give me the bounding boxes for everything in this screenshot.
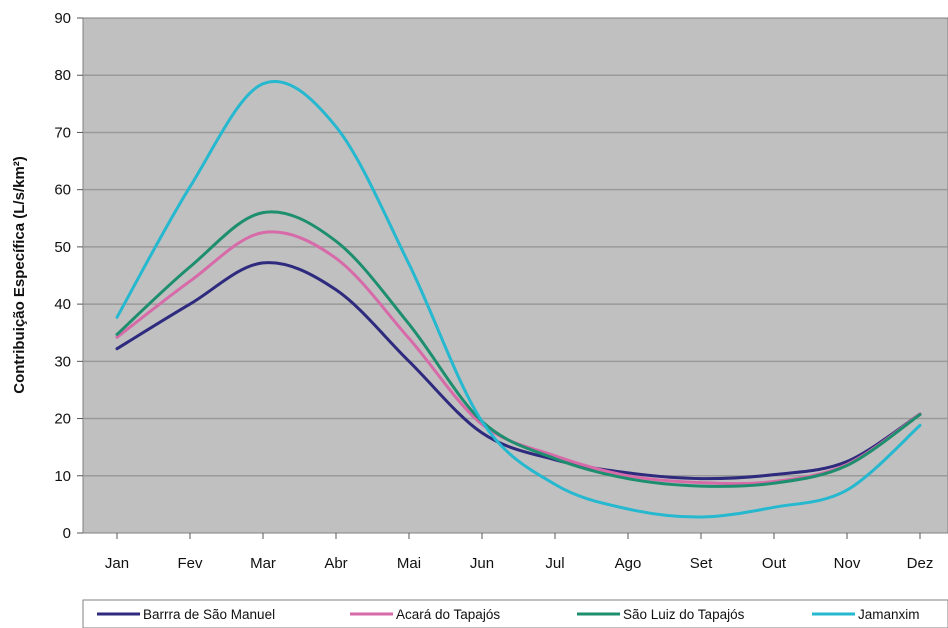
x-tick-label: Fev <box>177 555 203 572</box>
x-tick-label: Jan <box>105 555 129 572</box>
legend-label: Acará do Tapajós <box>396 607 500 622</box>
y-tick-label: 0 <box>63 525 71 542</box>
y-tick-label: 50 <box>54 239 71 256</box>
x-tick-label: Jul <box>545 555 564 572</box>
y-tick-label: 40 <box>54 296 71 313</box>
y-axis-label: Contribuição Específica (L/s/km²) <box>11 156 28 394</box>
y-tick-label: 90 <box>54 10 71 27</box>
legend-label: São Luiz do Tapajós <box>623 607 745 622</box>
y-tick-label: 70 <box>54 124 71 141</box>
x-tick-label: Mai <box>397 555 421 572</box>
x-tick-label: Abr <box>324 555 347 572</box>
legend: Barrra de São Manuel Acará do Tapajós São … <box>82 599 948 628</box>
y-axis: 0 10 20 30 40 50 60 70 80 90 <box>54 10 83 542</box>
series-line-4 <box>115 80 922 519</box>
gridlines <box>83 74 948 477</box>
x-tick-label: Mar <box>250 555 276 572</box>
legend-label: Jamanxim <box>858 607 920 622</box>
x-tick-label: Nov <box>834 555 861 572</box>
x-tick-label: Ago <box>615 555 642 572</box>
x-tick-label: Set <box>690 555 713 572</box>
y-tick-label: 80 <box>54 67 71 84</box>
x-axis: Jan Fev Mar Abr Mai Jun Jul Ago Set Out Nov Dez <box>105 533 933 572</box>
plot-area <box>82 17 948 534</box>
x-tick-label: Out <box>762 555 787 572</box>
legend-label: Barrra de São Manuel <box>143 607 275 622</box>
series-lines <box>115 80 922 519</box>
y-tick-label: 10 <box>54 468 71 485</box>
legend-box <box>82 599 948 628</box>
y-tick-label: 60 <box>54 182 71 199</box>
x-tick-label: Jun <box>470 555 494 572</box>
y-tick-label: 20 <box>54 411 71 428</box>
y-tick-label: 30 <box>54 353 71 370</box>
series-line-3 <box>115 210 922 488</box>
x-tick-label: Dez <box>907 555 934 572</box>
